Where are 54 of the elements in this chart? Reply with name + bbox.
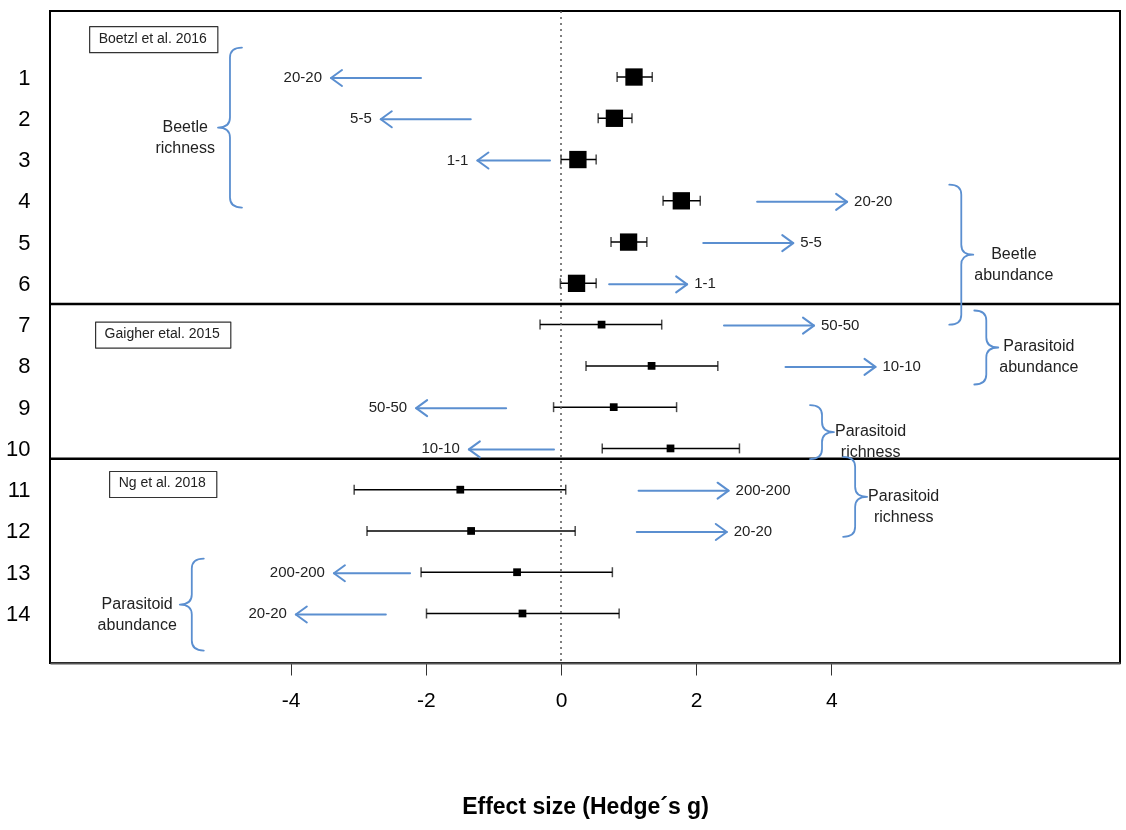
point [456,485,465,494]
point [605,109,624,127]
point [467,527,475,535]
y-tick-label: 6 [18,270,31,296]
annotation: 200-200 [269,563,325,581]
annotation: 200-200 [735,480,791,498]
point [625,68,643,86]
annotation: Parasitoid richness [835,422,907,461]
annotation: 1-1 [694,274,716,292]
annotation: Parasitoid abundance [999,337,1079,376]
annotation: Parasitoid richness [868,486,940,525]
annotation: 20-20 [733,521,773,539]
annotation: 5-5 [350,109,372,127]
annotation: 50-50 [820,315,860,333]
y-tick-label: 13 [6,559,31,585]
annotation: 1-1 [446,150,469,168]
y-tick-label: 10 [6,435,31,461]
x-axis-title: Effect size (Hedge´s g) [462,792,709,819]
annotation: Beetle abundance [974,244,1054,283]
point [513,568,521,577]
x-tick-label: -4 [281,687,301,711]
y-tick-label: 11 [7,477,31,503]
y-tick-label: 8 [18,353,31,379]
y-tick-label: 3 [18,147,31,173]
annotation: 20-20 [854,191,893,209]
y-tick-label: 14 [6,600,31,626]
annotation: Ng et al. 2018 [118,474,206,491]
point [619,233,638,251]
point [647,362,656,370]
x-tick-label: -2 [416,687,436,711]
x-tick-label: 0 [555,687,568,711]
point [569,150,587,169]
y-tick-label: 2 [18,105,31,131]
annotation: Gaigher etal. 2015 [104,325,221,342]
annotation: 50-50 [368,398,408,416]
y-tick-label: 9 [18,394,31,420]
annotation: Beetle richness [155,117,215,156]
point [609,403,618,412]
annotation: 5-5 [800,233,822,251]
annotation: 20-20 [283,68,322,86]
y-tick-label: 7 [18,312,31,338]
y-tick-label: 5 [18,229,31,255]
x-tick-label: 2 [690,687,703,711]
annotation: 20-20 [248,604,287,622]
point [567,274,586,293]
y-tick-label: 12 [6,518,31,544]
point [672,192,690,210]
annotation: Parasitoid abundance [97,594,177,633]
annotation: Boetzl et al. 2016 [98,29,208,46]
x-tick-label: 4 [826,687,839,711]
y-tick-label: 1 [18,64,31,90]
annotation: 10-10 [882,356,921,374]
y-tick-label: 4 [18,188,31,214]
annotation: 10-10 [421,439,460,457]
